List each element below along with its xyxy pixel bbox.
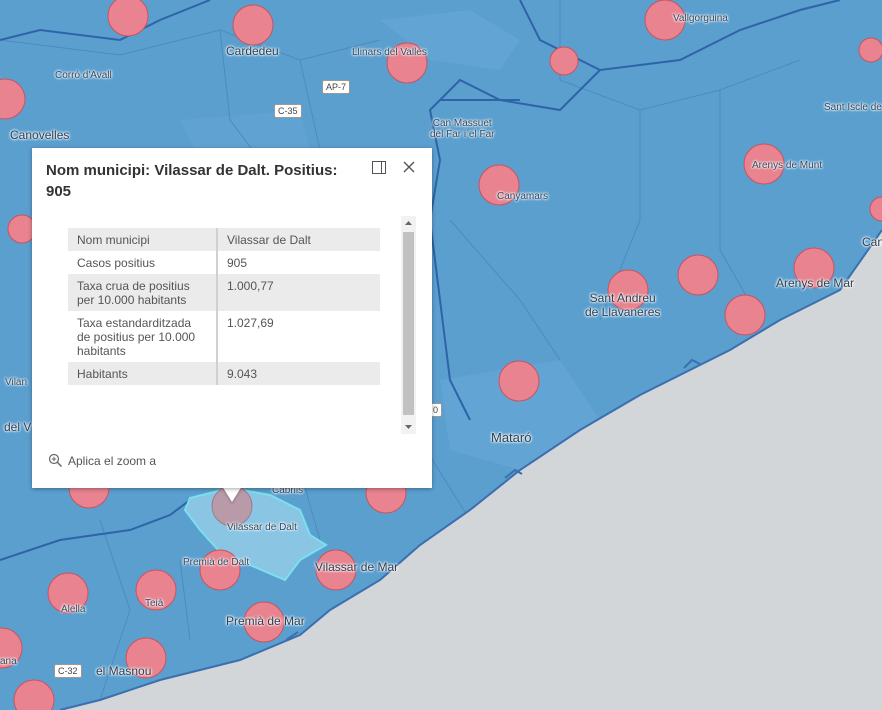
marker bbox=[0, 627, 23, 669]
place-label: Teià bbox=[145, 598, 164, 609]
attribute-name: Habitants bbox=[68, 362, 218, 385]
scroll-thumb[interactable] bbox=[403, 232, 414, 415]
place-label: Canyamars bbox=[497, 191, 549, 202]
place-label: Can Massuet del Far i el Far bbox=[430, 118, 495, 140]
attribute-name: Taxa estandarditzada de positius per 10.… bbox=[68, 311, 218, 362]
marker bbox=[793, 247, 835, 289]
zoom-in-icon bbox=[48, 453, 62, 467]
marker bbox=[858, 37, 882, 63]
marker bbox=[549, 46, 579, 76]
place-label: Arenys de Mar bbox=[776, 276, 855, 290]
table-row: Taxa crua de positius per 10.000 habitan… bbox=[68, 274, 380, 311]
zoom-to-label: Aplica el zoom a bbox=[68, 453, 157, 468]
attribute-value: 1.027,69 bbox=[217, 311, 380, 362]
table-row: Taxa estandarditzada de positius per 10.… bbox=[68, 311, 380, 362]
marker bbox=[607, 269, 649, 311]
place-label: Canovelles bbox=[10, 128, 70, 142]
road-shield: C-35 bbox=[274, 104, 302, 118]
place-label: Premià de Dalt bbox=[183, 557, 250, 568]
close-icon[interactable] bbox=[401, 159, 417, 175]
table-row: Nom municipi Vilassar de Dalt bbox=[68, 228, 380, 251]
place-label: Cardedeu bbox=[226, 44, 279, 58]
table-row: Casos positius 905 bbox=[68, 251, 380, 274]
attribute-table: Nom municipi Vilassar de Dalt Casos positi… bbox=[68, 228, 380, 385]
attribute-name: Nom municipi bbox=[68, 228, 218, 251]
place-label: Vilassar de Dalt bbox=[227, 522, 297, 533]
marker bbox=[125, 637, 167, 679]
marker bbox=[498, 360, 540, 402]
attribute-value: 9.043 bbox=[217, 362, 380, 385]
place-label: Arenys de Munt bbox=[752, 160, 823, 171]
zoom-to-button[interactable]: Aplica el zoom a bbox=[48, 453, 156, 468]
attribute-name: Casos positius bbox=[68, 251, 218, 274]
place-label: Cabrils bbox=[272, 485, 304, 496]
place-label: del V bbox=[4, 420, 32, 434]
place-label: Vilassar de Mar bbox=[315, 560, 399, 574]
place-label: Corró d'Avall bbox=[55, 70, 112, 81]
place-label: Premià de Mar bbox=[226, 614, 305, 628]
place-label: ana bbox=[0, 656, 17, 667]
place-label: Can bbox=[862, 235, 882, 249]
marker bbox=[107, 0, 149, 37]
scrollbar[interactable] bbox=[401, 216, 416, 434]
marker bbox=[478, 164, 520, 206]
marker bbox=[386, 42, 428, 84]
road-shield: AP-7 bbox=[322, 80, 351, 94]
road-shield: C-32 bbox=[54, 664, 82, 678]
marker bbox=[47, 572, 89, 614]
marker bbox=[677, 254, 719, 296]
place-label: Sant Andreu de Llavaneres bbox=[585, 291, 661, 319]
place-label: Alella bbox=[61, 604, 86, 615]
place-label: Sant Iscle de bbox=[824, 102, 882, 113]
attribute-value: 1.000,77 bbox=[217, 274, 380, 311]
place-label: Vallgorguina bbox=[673, 13, 728, 24]
marker bbox=[724, 294, 766, 336]
marker bbox=[315, 549, 357, 591]
popup: Nom municipi: Vilassar de Dalt. Positius… bbox=[32, 148, 432, 488]
attribute-value: Vilassar de Dalt bbox=[217, 228, 380, 251]
marker bbox=[135, 569, 177, 611]
marker bbox=[13, 679, 55, 710]
popup-title: Nom municipi: Vilassar de Dalt. Positius… bbox=[46, 162, 338, 200]
attribute-name: Taxa crua de positius per 10.000 habitan… bbox=[68, 274, 218, 311]
table-row: Habitants 9.043 bbox=[68, 362, 380, 385]
place-label: el Masnou bbox=[96, 664, 152, 678]
marker bbox=[869, 196, 882, 222]
marker bbox=[743, 143, 785, 185]
dock-icon[interactable] bbox=[372, 161, 386, 174]
place-label: Vilan bbox=[5, 377, 28, 388]
marker bbox=[243, 601, 285, 643]
place-label: Llinars del Vallès bbox=[352, 47, 427, 58]
marker bbox=[199, 549, 241, 591]
scroll-up-icon[interactable] bbox=[401, 216, 416, 230]
marker bbox=[0, 78, 26, 120]
attribute-value: 905 bbox=[217, 251, 380, 274]
popup-content: Nom municipi Vilassar de Dalt Casos positi… bbox=[68, 228, 380, 385]
marker bbox=[232, 4, 274, 46]
marker bbox=[644, 0, 686, 41]
popup-pointer bbox=[222, 486, 242, 502]
scroll-down-icon[interactable] bbox=[401, 420, 416, 434]
place-label: Mataró bbox=[491, 430, 532, 445]
